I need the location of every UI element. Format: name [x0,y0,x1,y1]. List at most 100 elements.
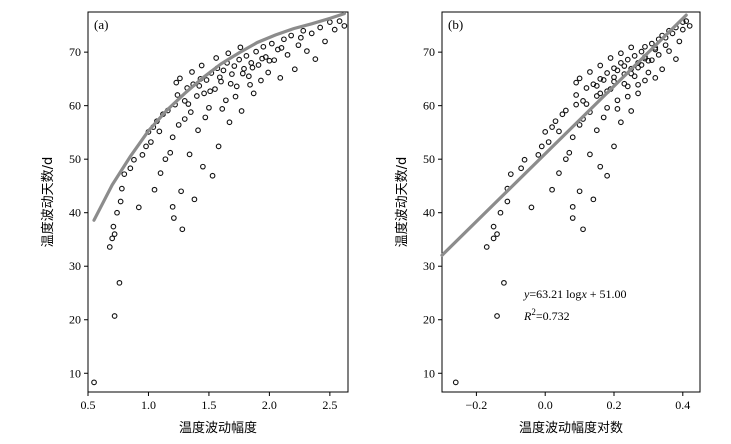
panel-b-data-point [580,226,586,233]
panel-b-data-point [686,23,693,29]
panel-b-data-point [569,215,576,221]
panel-b-x-tick-label: −0.2 [466,398,488,412]
panel-b-y-tick-label: 10 [423,366,435,380]
panel-b-fit-line [440,13,688,257]
panel-a-data-point [232,93,239,100]
panel-b-data-point [593,127,600,134]
panel-b-y-tick-label: 40 [423,206,435,220]
panel-a-data-point [202,114,209,121]
panel-b-data-point [494,231,500,237]
panel-b-data-point [597,90,604,97]
panel-b-data-point [614,106,621,112]
panel-a-data-point [207,88,213,95]
panel-b-y-tick-label: 20 [423,313,435,327]
panel-b-tag: (b) [448,17,463,32]
panel-a-data-point [225,50,232,57]
panel-b-data-point [559,111,566,118]
panel-a-data-point [173,79,180,86]
panel-a-data-point [187,109,194,115]
panel-a-data-point [247,81,253,88]
panel-a-data-point [131,156,137,163]
panel-a-data-point [268,40,275,47]
panel-b-data-point [583,101,590,107]
panel-b-data-point [600,114,607,121]
panel-b-r2: R2=0.732 [523,307,570,323]
panel-b-data-point [597,62,604,69]
panel-a-data-point [177,75,183,82]
panel-a-data-point [336,18,343,24]
panel-b-data-point [573,92,580,98]
panel-b-data-point [569,134,576,141]
panel-b-data-point [648,40,655,47]
panel-b-data-point [593,83,600,89]
panel-a-data-point [312,56,319,62]
panel-a-data-point [229,71,235,77]
panel-b-data-point [501,279,507,286]
panel-a-data-point [110,223,117,230]
panel-a-data-point [157,170,164,176]
panel-b-data-point [635,64,641,71]
panel-b-data-point [638,48,645,55]
panel-a-data-point [239,70,246,77]
panel-a-data-point [200,163,206,170]
panel-a-data-point [109,235,116,242]
panel-b-data-point [497,209,504,216]
panel-a-data-point [322,38,328,45]
panel-a-data-point [167,149,174,156]
panel-a-data-point [209,172,216,179]
panel-a-y-tick-label: 20 [69,313,81,327]
panel-a-data-point [189,69,195,75]
panel-a-y-tick-label: 50 [69,152,81,166]
panel-b-data-point [552,118,559,125]
panel-b-data-point [521,156,528,163]
panel-b-data-point [556,128,562,135]
panel-a-data-point [212,86,218,92]
panel-b-data-point [652,74,659,81]
panel-b-data-point [614,97,621,104]
panel-a-y-axis-label: 温度波动天数/d [40,157,56,248]
panel-b-data-point [631,53,638,59]
panel-b-data-point [642,77,648,84]
panel-b-data-point [549,186,555,193]
r2-sup: 2 [531,307,536,317]
panel-a-data-point [174,92,181,98]
panel-a-data-point [317,24,324,31]
panel-a-data-point [271,57,278,64]
panel-a-data-point [127,165,134,172]
panel-a-data-point [193,93,200,99]
panel-a-data-point [308,30,315,37]
panel-a-data-point [291,66,298,73]
panel-b-data-point [607,55,614,61]
panel-a-data-point [116,279,123,286]
panel-a-data-point [162,156,169,163]
panel-b-data-point [618,119,624,126]
panel-b-data-point [655,51,662,58]
panel-b-data-point [504,198,511,205]
panel-a-data-point [203,77,210,83]
panel-b-data-point [604,104,610,111]
panel-b-data-point [545,139,552,145]
panel-b-data-point [600,77,607,83]
panel-b-data-point [593,93,600,99]
panel-b: (b) 温度波动幅度对数 温度波动天数/d −0.2 0.0 0.2 0.4 10 20… [394,11,701,436]
panel-b-data-point [562,156,569,163]
panel-b-data-point [604,172,610,179]
panel-a-data-point [171,215,177,221]
panel-b-data-point [624,83,631,90]
panel-b-data-point [662,42,669,49]
panel-b-x-tick-label: 0.0 [538,398,553,412]
panel-a-data-point [250,90,257,97]
panel-a-data-point [266,57,273,64]
panel-b-data-point [587,151,593,158]
panel-a-data-point [143,143,149,150]
panel-a-data-point [278,45,285,51]
panel-a-data-point [277,74,284,81]
panel-b-data-point [569,203,576,210]
panel-a-data-point [106,244,113,250]
panel-b-data-point [618,50,624,57]
panel-a-data-point [178,188,184,195]
panel-b-data-point [611,143,617,150]
panel-a-data-point [201,90,207,97]
panel-a-data-point [331,26,338,33]
